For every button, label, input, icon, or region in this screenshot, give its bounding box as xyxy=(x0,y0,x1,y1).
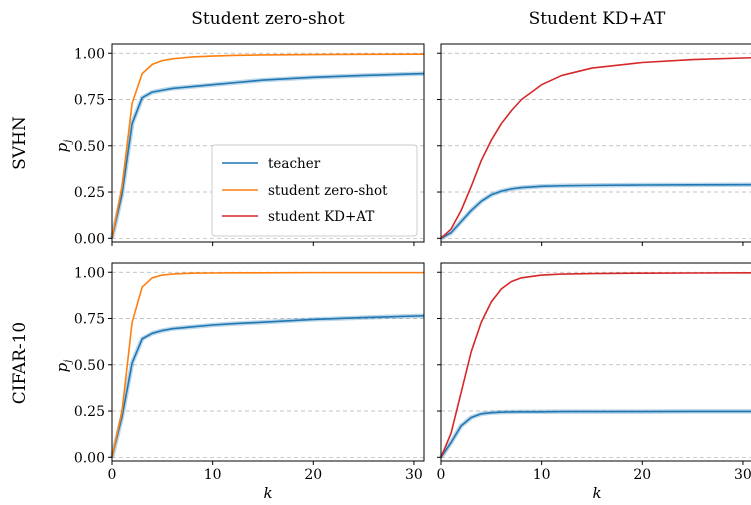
ylabel-bottom: pj xyxy=(53,360,74,373)
ytick-label-1: 0.25 xyxy=(74,404,105,420)
xtick-label-0: 0 xyxy=(108,467,117,483)
series-line-student-kd-at xyxy=(440,272,751,458)
xtick-label-1: 10 xyxy=(204,467,222,483)
series-line-student-kd-at xyxy=(440,56,751,239)
xtick-label-3: 30 xyxy=(405,467,423,483)
series-band-teacher xyxy=(439,182,751,241)
series-line-teacher xyxy=(440,410,751,458)
legend-label-student-zero-shot: student zero-shot xyxy=(268,183,388,199)
legend: teacher student zero-shot student KD+AT xyxy=(211,144,418,237)
ytick-label-2: 0.50 xyxy=(74,139,105,155)
xtick-label-2: 20 xyxy=(304,467,322,483)
row-title-svhn: SVHN xyxy=(10,116,30,170)
ylabel-top-sub: j xyxy=(63,140,74,145)
ylabel-bottom-main: p xyxy=(53,362,71,372)
series-band-teacher xyxy=(109,313,425,458)
col-title-kd-at: Student KD+AT xyxy=(529,9,666,29)
series-line-student-zero-shot xyxy=(111,271,424,458)
panel-svhn-zero-shot: 0.00 0.25 0.50 0.75 1.00 xyxy=(74,43,425,247)
ytick-label-2: 0.50 xyxy=(74,358,105,374)
legend-label-teacher: teacher xyxy=(268,156,321,172)
legend-box xyxy=(211,144,418,237)
ytick-label-0: 0.00 xyxy=(74,450,105,466)
ylabel-top: pj xyxy=(53,140,74,153)
row-title-cifar10: CIFAR-10 xyxy=(10,322,30,405)
ylabel-top-main: p xyxy=(53,142,71,152)
xtick-label-2: 20 xyxy=(633,467,651,483)
xtick-label-1: 10 xyxy=(533,467,551,483)
ytick-label-4: 1.00 xyxy=(74,46,105,62)
panel-cifar10-zero-shot: 0.00 0.25 0.50 0.75 1.00 0 10 20 30 xyxy=(74,262,425,483)
xlabel-right: k xyxy=(592,484,601,502)
panel-cifar10-kd-at: 0 10 20 30 xyxy=(437,262,751,483)
xtick-label-0: 0 xyxy=(437,467,446,483)
ytick-label-4: 1.00 xyxy=(74,265,105,281)
series-line-teacher xyxy=(111,314,425,458)
ytick-label-3: 0.75 xyxy=(74,93,105,109)
ytick-label-3: 0.75 xyxy=(74,312,105,328)
panel-frame xyxy=(111,262,425,462)
panel-frame xyxy=(440,43,751,243)
xtick-label-3: 30 xyxy=(734,467,751,483)
series-band-teacher xyxy=(439,409,751,459)
col-title-zero-shot: Student zero-shot xyxy=(191,9,345,29)
ylabel-bottom-sub: j xyxy=(63,360,74,365)
xlabel-left: k xyxy=(263,484,272,502)
panel-frame xyxy=(440,262,751,462)
series-line-teacher xyxy=(440,183,751,240)
panel-frame xyxy=(111,43,425,243)
panel-svhn-kd-at xyxy=(437,43,751,246)
series-line-teacher xyxy=(111,72,425,239)
ytick-label-0: 0.00 xyxy=(74,231,105,247)
legend-label-student-kd-at: student KD+AT xyxy=(268,209,374,225)
ytick-label-1: 0.25 xyxy=(74,185,105,201)
series-line-student-zero-shot xyxy=(111,53,425,239)
